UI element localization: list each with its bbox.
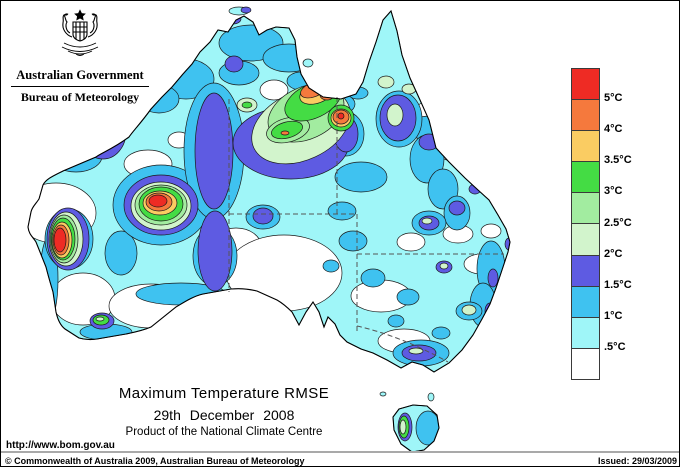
legend-label-1.5°C: 1.5°C xyxy=(604,278,632,291)
bom-url: http://www.bom.gov.au xyxy=(6,440,115,451)
temperature-legend: 5°C 4°C 3.5°C 3°C 2.5°C 2°C 1.5°C 1°C .5°C xyxy=(571,68,632,380)
islands xyxy=(228,6,435,402)
legend-box-2 xyxy=(572,131,599,163)
contour-fills xyxy=(28,13,510,367)
gov-header: Australian Government Bureau of Meteorol… xyxy=(9,7,151,105)
legend-label-2.5°C: 2.5°C xyxy=(604,216,632,229)
legend-label-1°C: 1°C xyxy=(604,309,623,322)
issued-text: Issued: 29/03/2009 xyxy=(597,456,677,466)
copyright-text: © Commonwealth of Australia 2009, Austra… xyxy=(5,456,305,466)
legend-box-1 xyxy=(572,100,599,132)
map-date: 29th December 2008 xyxy=(153,407,295,423)
header-divider xyxy=(11,86,149,87)
title-block: Maximum Temperature RMSE 29th December 2… xyxy=(44,385,404,438)
bureau-title: Bureau of Meteorology xyxy=(20,90,140,104)
map-product: Product of the National Climate Centre xyxy=(125,426,323,438)
map-title: Maximum Temperature RMSE xyxy=(118,385,330,402)
legend-box-5 xyxy=(572,224,599,256)
legend-box-0 xyxy=(572,69,599,101)
legend-label-.5°C: .5°C xyxy=(604,340,626,353)
government-title: Australian Government xyxy=(16,68,144,82)
legend-label-5°C: 5°C xyxy=(604,92,623,105)
legend-label-3.5°C: 3.5°C xyxy=(604,154,632,167)
australia-rmse-map xyxy=(27,6,511,453)
state-borders xyxy=(228,97,504,363)
legend-box-3 xyxy=(572,162,599,194)
tasmania xyxy=(392,404,440,453)
coastline xyxy=(27,9,511,373)
coat-of-arms-icon xyxy=(61,9,99,56)
legend-label-3°C: 3°C xyxy=(604,185,623,198)
footer-strip: © Commonwealth of Australia 2009, Austra… xyxy=(1,454,679,466)
legend-box-8 xyxy=(572,317,599,349)
legend-label-2°C: 2°C xyxy=(604,247,623,260)
legend-box-6 xyxy=(572,255,599,287)
legend-box-9 xyxy=(572,348,599,379)
legend-box-4 xyxy=(572,193,599,225)
legend-color-scale xyxy=(571,68,600,380)
legend-box-7 xyxy=(572,286,599,318)
footer-divider xyxy=(1,451,679,453)
legend-label-4°C: 4°C xyxy=(604,123,623,136)
